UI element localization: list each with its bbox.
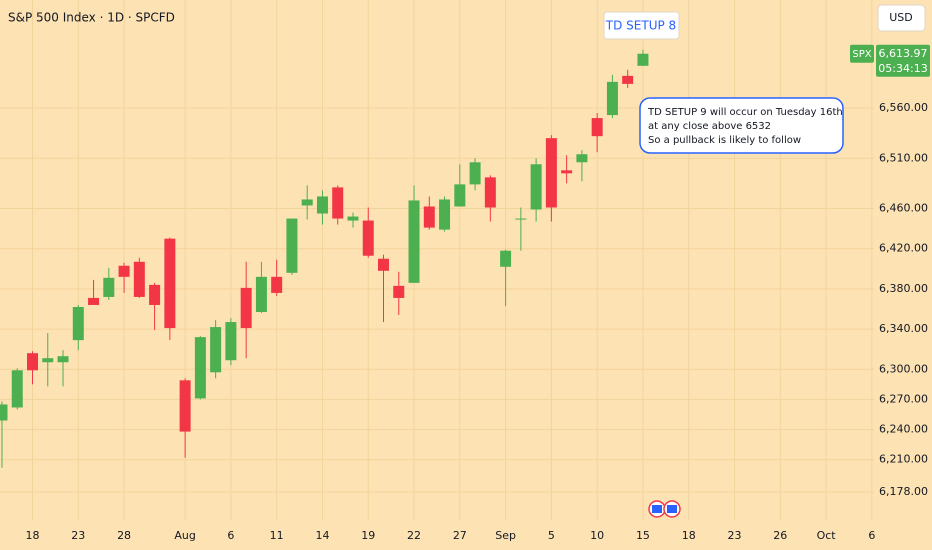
x-tick-label: 18 (682, 529, 696, 542)
candle-body (27, 353, 39, 371)
candle-body (164, 238, 176, 329)
candle-body (439, 199, 451, 230)
x-tick-label: 28 (117, 529, 131, 542)
y-tick-label: 6,510.00 (879, 151, 928, 164)
x-tick-label: 27 (453, 529, 467, 542)
x-tick-label: Oct (817, 529, 837, 542)
candle-body (240, 287, 252, 329)
candle-body (194, 337, 206, 399)
y-tick-label: 6,270.00 (879, 392, 928, 405)
grid (0, 0, 874, 520)
candle-body (622, 75, 634, 84)
candle-body (454, 184, 466, 207)
candle-body (210, 327, 222, 373)
candle-body (423, 206, 435, 228)
candle-body (72, 306, 84, 341)
y-tick-label: 6,460.00 (879, 202, 928, 215)
y-tick-label: 6,340.00 (879, 322, 928, 335)
note-line: So a pullback is likely to follow (648, 135, 801, 146)
x-tick-label: 23 (71, 529, 85, 542)
y-tick-label: 6,210.00 (879, 453, 928, 466)
x-tick-label: 26 (773, 529, 787, 542)
x-tick-label: 6 (227, 529, 234, 542)
candles (0, 49, 649, 468)
candle-body (545, 138, 557, 208)
x-tick-label: 22 (407, 529, 421, 542)
x-tick-label: 15 (636, 529, 650, 542)
candle-body (332, 187, 344, 219)
y-tick-label: 6,178.00 (879, 485, 928, 498)
countdown: 05:34:13 (878, 62, 927, 75)
note-line: TD SETUP 9 will occur on Tuesday 16th (647, 107, 843, 118)
candle-body (0, 404, 8, 421)
candle-body (88, 297, 100, 305)
y-tick-label: 6,240.00 (879, 423, 928, 436)
x-tick-label: 14 (315, 529, 329, 542)
callout: TD SETUP 8 (605, 19, 676, 33)
x-tick-label: 11 (270, 529, 284, 542)
callout-box (603, 11, 680, 40)
currency[interactable]: USD (889, 11, 913, 24)
candle-body (271, 276, 283, 293)
candle-body (11, 370, 23, 408)
candle-body (393, 285, 405, 298)
candle-body (118, 265, 130, 277)
currency-button[interactable] (877, 4, 926, 32)
candle-body (179, 380, 191, 432)
note-line: at any close above 6532 (648, 121, 771, 132)
candle-body (576, 154, 588, 163)
candle-body (378, 258, 390, 271)
candle-body (591, 118, 603, 137)
candle-body (530, 164, 542, 210)
chart-title: S&P 500 Index · 1D · SPCFD (8, 11, 175, 25)
candle-body (606, 81, 618, 116)
y-tick-label: 6,300.00 (879, 362, 928, 375)
note-box (639, 97, 844, 154)
candle-body (561, 170, 573, 174)
x-tick-label: Sep (495, 529, 516, 542)
x-tick-label: 19 (361, 529, 375, 542)
candle-body (255, 276, 267, 312)
candle-body (469, 162, 481, 185)
symbol-badge-text: SPX (852, 49, 871, 60)
x-tick-label: 6 (868, 529, 875, 542)
candle-body (133, 261, 145, 297)
candle-body (362, 220, 374, 256)
x-tick-label: 18 (26, 529, 40, 542)
candle-body (347, 216, 359, 221)
last-price-box (876, 44, 930, 77)
candle-body (225, 322, 237, 361)
candle-body (149, 284, 161, 305)
candle-body (637, 53, 649, 66)
y-tick-label: 6,420.00 (879, 242, 928, 255)
x-tick-label: 10 (590, 529, 604, 542)
candle-body (57, 356, 69, 363)
x-tick-label: 23 (728, 529, 742, 542)
candle-body (42, 358, 54, 363)
candle-body (301, 199, 313, 206)
last-price: 6,613.97 (879, 47, 928, 60)
symbol-badge (850, 44, 874, 63)
candle-body (408, 200, 420, 283)
y-tick-label: 6,560.00 (879, 101, 928, 114)
candle-body (484, 177, 496, 208)
candle-body (316, 196, 328, 214)
candle-body (286, 218, 298, 273)
x-tick-label: Aug (174, 529, 195, 542)
x-tick-label: 5 (548, 529, 555, 542)
candle-body (515, 218, 527, 220)
y-tick-label: 6,380.00 (879, 282, 928, 295)
event-flags[interactable] (648, 500, 681, 518)
candle-body (103, 277, 115, 297)
candle-body (500, 250, 512, 267)
